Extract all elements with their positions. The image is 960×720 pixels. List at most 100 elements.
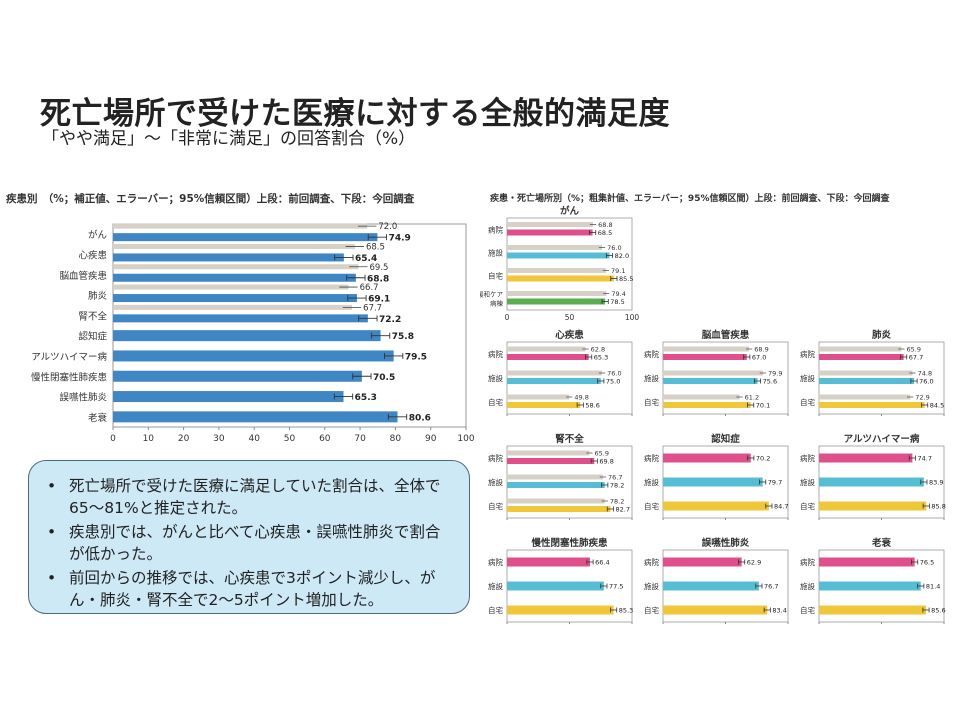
small-chart-title: アルツハイマー病 <box>844 433 920 445</box>
current-bar <box>113 370 362 382</box>
prev-bar <box>113 284 349 290</box>
row-label: 自宅 <box>644 501 659 511</box>
prev-value-label: 67.7 <box>363 303 382 313</box>
prev-value-label: 69.5 <box>370 263 389 273</box>
current-bar <box>507 229 593 236</box>
prev-bar <box>819 370 913 376</box>
current-value-label: 78.5 <box>610 298 624 306</box>
prev-value-label: 76.0 <box>607 244 621 252</box>
row-label: 病院 <box>800 557 815 567</box>
current-bar <box>507 557 590 567</box>
category-label: 脳血管疾患 <box>59 270 107 282</box>
current-value-label: 80.6 <box>409 413 431 423</box>
prev-value-label: 79.1 <box>611 267 625 275</box>
prev-value-label: 72.9 <box>915 394 929 402</box>
prev-bar <box>507 291 607 296</box>
current-bar <box>819 378 914 384</box>
current-value-label: 69.1 <box>368 295 390 305</box>
prev-value-label: 76.0 <box>607 370 621 378</box>
current-value-label: 75.8 <box>392 332 414 342</box>
current-value-label: 83.4 <box>772 607 786 615</box>
row-label: 病院 <box>488 225 503 235</box>
x-tick-label: 60 <box>319 434 331 444</box>
small-chart-title: 慢性閉塞性肺疾患 <box>531 537 608 549</box>
current-bar <box>819 354 904 360</box>
small-chart-title: がん <box>560 205 580 217</box>
row-label: 自宅 <box>800 397 815 407</box>
current-bar <box>819 453 913 463</box>
current-value-label: 69.8 <box>599 458 613 466</box>
page-title: 死亡場所で受けた医療に対する全般的満足度 <box>40 96 670 132</box>
row-label: 施設 <box>644 581 659 591</box>
row-label: 施設 <box>644 373 659 383</box>
current-bar <box>507 482 605 488</box>
x-tick-label: 80 <box>390 434 402 444</box>
current-bar <box>507 402 581 408</box>
current-value-label: 68.8 <box>367 274 389 284</box>
current-value-label: 74.7 <box>918 455 932 463</box>
x-tick-label: 100 <box>625 313 640 322</box>
current-bar <box>113 233 378 242</box>
current-bar <box>113 391 344 403</box>
current-value-label: 84.7 <box>774 503 788 511</box>
x-tick-label: 20 <box>178 434 190 444</box>
page-subtitle: 「やや満足」～「非常に満足」の回答割合（%） <box>42 129 416 149</box>
summary-bullet-1: 死亡場所で受けた医療に満足していた割合は、全体で65～81%と推定された。 <box>47 475 451 519</box>
current-value-label: 65.3 <box>594 354 608 362</box>
current-value-label: 70.2 <box>756 455 770 463</box>
small-chart-title: 認知症 <box>711 433 740 445</box>
prev-value-label: 68.8 <box>598 221 612 229</box>
current-value-label: 70.5 <box>373 373 395 383</box>
current-bar <box>113 330 381 342</box>
small-chart-title: 老衰 <box>871 537 892 549</box>
row-label: 自宅 <box>488 605 503 615</box>
prev-value-label: 76.7 <box>608 474 622 482</box>
current-bar <box>507 581 604 591</box>
current-bar <box>507 378 601 384</box>
row-label: 自宅 <box>800 605 815 615</box>
category-label: 老衰 <box>88 412 108 424</box>
current-value-label: 72.2 <box>379 315 401 325</box>
prev-bar <box>507 370 602 376</box>
current-bar <box>507 354 589 360</box>
small-chart-title: 腎不全 <box>555 433 584 445</box>
category-label: 肺炎 <box>88 291 108 302</box>
current-value-label: 76.5 <box>920 559 934 567</box>
disease-bar-chart: 疾患別 （%；補正値、エラーバー；95%信頼区間）上段：前回調査、下段：今回調査… <box>6 192 475 444</box>
current-bar <box>507 252 610 259</box>
panel-title: 疾患・死亡場所別（%；粗集計値、エラーバー；95%信頼区間）上段：前回調査、下段… <box>490 192 890 204</box>
current-bar <box>113 273 356 282</box>
prev-value-label: 74.8 <box>918 370 932 378</box>
current-value-label: 68.5 <box>598 229 612 237</box>
current-value-label: 85.8 <box>931 503 945 511</box>
row-label: 病院 <box>488 349 503 359</box>
prev-bar <box>819 394 911 400</box>
current-value-label: 65.3 <box>355 393 377 403</box>
prev-value-label: 62.8 <box>591 346 605 354</box>
current-bar <box>819 501 927 511</box>
current-bar <box>819 402 925 408</box>
x-tick-label: 30 <box>213 434 225 444</box>
prev-value-label: 65.9 <box>595 450 609 458</box>
current-bar <box>819 605 926 615</box>
current-value-label: 79.5 <box>405 352 427 362</box>
summary-list: 死亡場所で受けた医療に満足していた割合は、全体で65～81%と推定された。 疾患… <box>29 461 469 611</box>
prev-value-label: 61.2 <box>745 394 759 402</box>
category-label: 腎不全 <box>78 310 107 322</box>
current-value-label: 82.0 <box>615 252 629 260</box>
prev-value-label: 72.0 <box>378 222 397 232</box>
prev-bar <box>663 346 750 352</box>
current-value-label: 78.2 <box>610 482 624 490</box>
prev-bar <box>507 268 606 273</box>
row-label: 施設 <box>488 373 503 383</box>
current-value-label: 82.7 <box>616 506 630 514</box>
current-bar <box>663 557 742 567</box>
row-label: 施設 <box>488 248 503 258</box>
row-label: 自宅 <box>644 397 659 407</box>
prev-value-label: 68.5 <box>366 242 385 252</box>
category-label: 認知症 <box>78 331 107 343</box>
row-label: 施設 <box>644 477 659 487</box>
row-label: 施設 <box>488 477 503 487</box>
prev-bar <box>507 474 603 480</box>
current-value-label: 65.4 <box>355 254 377 264</box>
